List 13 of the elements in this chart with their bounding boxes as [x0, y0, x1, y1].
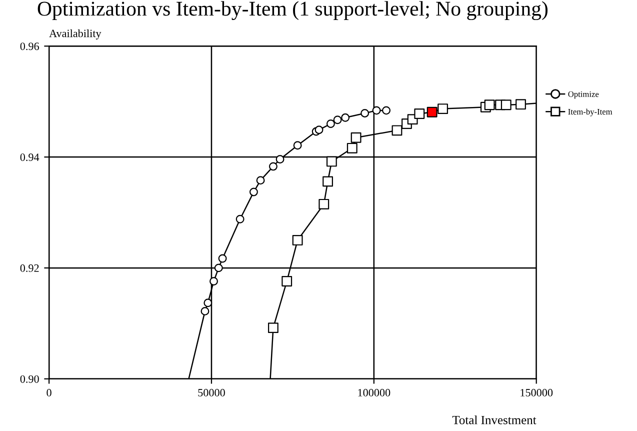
x-tick-label: 100000 [358, 388, 390, 396]
legend-label: Item-by-Item [568, 108, 612, 116]
y-tick-label: 0.92 [20, 264, 39, 272]
y-tick-label: 0.90 [20, 375, 39, 383]
y-tick-label: 0.94 [20, 153, 40, 162]
x-tick-label: 50000 [198, 388, 225, 396]
x-tick-label: 0 [46, 388, 52, 396]
y-tick-label: 0.96 [20, 42, 39, 50]
x-tick-label: 150000 [520, 388, 553, 396]
x-axis-title: Total Investment [452, 415, 536, 424]
chart-title: Optimization vs Item-by-Item (1 support-level; No grouping) [38, 1, 548, 20]
legend-label: Optimize [568, 91, 599, 99]
y-axis-title: Availability [49, 29, 102, 40]
